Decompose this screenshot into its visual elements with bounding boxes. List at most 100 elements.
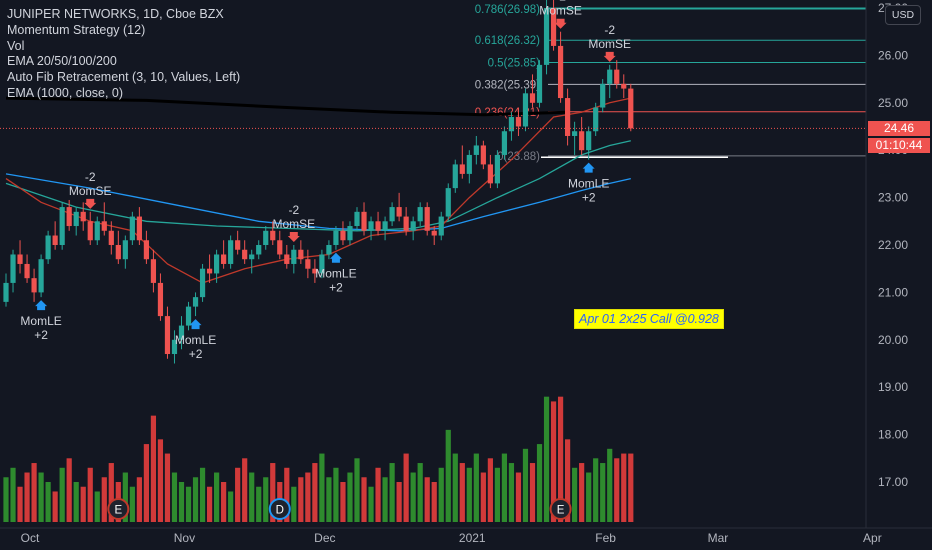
long-entry-signal: MomLE+2 bbox=[175, 319, 216, 361]
volume-bar bbox=[361, 477, 367, 522]
candle bbox=[424, 202, 430, 236]
candle bbox=[312, 259, 318, 283]
candle-body bbox=[143, 240, 149, 260]
candle-body bbox=[522, 93, 529, 127]
currency-button[interactable]: USD bbox=[885, 5, 921, 25]
bar-countdown-label: 01:10:44 bbox=[868, 138, 930, 153]
candle bbox=[543, 0, 550, 75]
volume-bar bbox=[389, 463, 395, 522]
candle-body bbox=[354, 211, 360, 227]
trade-note[interactable]: Apr 01 2x25 Call @0.928 bbox=[574, 309, 724, 329]
time-tick: Mar bbox=[708, 531, 729, 545]
event-badge bbox=[107, 498, 130, 520]
candle bbox=[221, 240, 227, 269]
candle bbox=[87, 211, 93, 245]
candle bbox=[572, 121, 578, 155]
candle-body bbox=[557, 45, 564, 99]
candle bbox=[389, 202, 395, 227]
legend-ema-multi[interactable]: EMA 20/50/100/200 bbox=[7, 54, 117, 69]
candle bbox=[150, 249, 157, 293]
price-tick: 23.00 bbox=[878, 191, 908, 205]
volume-bar bbox=[157, 439, 164, 522]
last-price-label: 24.46 bbox=[868, 121, 930, 136]
candles bbox=[0, 0, 866, 364]
candle-body bbox=[206, 268, 213, 274]
earnings-marker[interactable]: E bbox=[549, 498, 572, 520]
candle-body bbox=[31, 278, 37, 293]
volume-bar bbox=[593, 458, 599, 522]
candle-body bbox=[515, 117, 522, 127]
volume-bar bbox=[600, 463, 606, 522]
candle-body bbox=[529, 93, 536, 103]
volume-bar bbox=[150, 415, 157, 522]
legend-symbol[interactable]: JUNIPER NETWORKS, 1D, Cboe BZX bbox=[7, 7, 224, 21]
volume-bar bbox=[73, 482, 79, 522]
candle bbox=[256, 240, 262, 260]
candle bbox=[73, 207, 79, 236]
legend-ema-1000[interactable]: EMA (1000, close, 0) bbox=[7, 85, 124, 100]
candle-body bbox=[256, 245, 262, 255]
legend-auto-fib[interactable]: Auto Fib Retracement (3, 10, Values, Lef… bbox=[7, 70, 241, 85]
candle bbox=[52, 221, 58, 250]
candle-body bbox=[66, 207, 72, 227]
candle-body bbox=[600, 83, 606, 108]
candle bbox=[600, 79, 606, 113]
candle-body bbox=[199, 268, 206, 298]
candle bbox=[607, 64, 613, 99]
candle bbox=[340, 221, 346, 245]
candle-body bbox=[136, 216, 142, 241]
volume-bar bbox=[221, 482, 227, 522]
candle bbox=[375, 211, 381, 236]
earnings-marker[interactable]: E bbox=[107, 498, 130, 520]
candle-body bbox=[164, 316, 171, 355]
candle bbox=[199, 263, 206, 302]
time-axis[interactable]: Oct Nov Dec 2021 Feb Mar Apr bbox=[0, 527, 932, 545]
candle bbox=[206, 254, 213, 283]
volume-bar bbox=[101, 477, 107, 522]
dividend-marker[interactable]: D bbox=[268, 498, 291, 520]
candle bbox=[557, 31, 564, 103]
candle-body bbox=[417, 207, 423, 222]
candle bbox=[452, 159, 458, 193]
legend-volume[interactable]: Vol bbox=[7, 38, 25, 53]
price-axis[interactable]: 17.0018.0019.0020.0021.0022.0023.0024.00… bbox=[865, 0, 908, 528]
legend-momentum[interactable]: Momentum Strategy (12) bbox=[7, 22, 146, 37]
candle bbox=[143, 230, 149, 264]
candle-body bbox=[3, 282, 9, 302]
signal-qty: -2 bbox=[555, 0, 566, 4]
candle bbox=[171, 330, 178, 364]
candle-body bbox=[586, 131, 592, 151]
volume-bar bbox=[403, 453, 409, 522]
buy-arrow-icon bbox=[329, 252, 342, 263]
signal-name: MomSE bbox=[272, 217, 315, 231]
candle bbox=[214, 249, 220, 283]
candle bbox=[445, 183, 451, 222]
volume-bar bbox=[382, 477, 388, 522]
volume-bar bbox=[242, 458, 248, 522]
candle bbox=[122, 235, 128, 269]
fib-retracement: 0.786(26.98) 0.618(26.32) 0.5(25.85) 0.382(… bbox=[475, 4, 866, 163]
event-badge bbox=[549, 498, 572, 520]
candle bbox=[628, 83, 634, 132]
price-tick: 25.00 bbox=[878, 96, 908, 110]
volume-bar bbox=[459, 463, 465, 522]
candle bbox=[417, 202, 423, 227]
volume-bar bbox=[59, 467, 65, 522]
candle-body bbox=[270, 230, 276, 241]
candle bbox=[368, 216, 374, 241]
candle bbox=[94, 216, 100, 245]
volume-bar bbox=[375, 467, 381, 522]
candle bbox=[101, 202, 107, 236]
volume-bar bbox=[333, 467, 339, 522]
signal-name: MomLE bbox=[175, 333, 216, 347]
time-tick: Apr bbox=[863, 531, 882, 545]
candle bbox=[565, 88, 571, 146]
price-tick: 20.00 bbox=[878, 333, 908, 347]
candle-body bbox=[487, 164, 493, 184]
candle bbox=[66, 199, 72, 231]
signal-qty: -2 bbox=[85, 170, 96, 184]
candle-body bbox=[305, 259, 311, 269]
